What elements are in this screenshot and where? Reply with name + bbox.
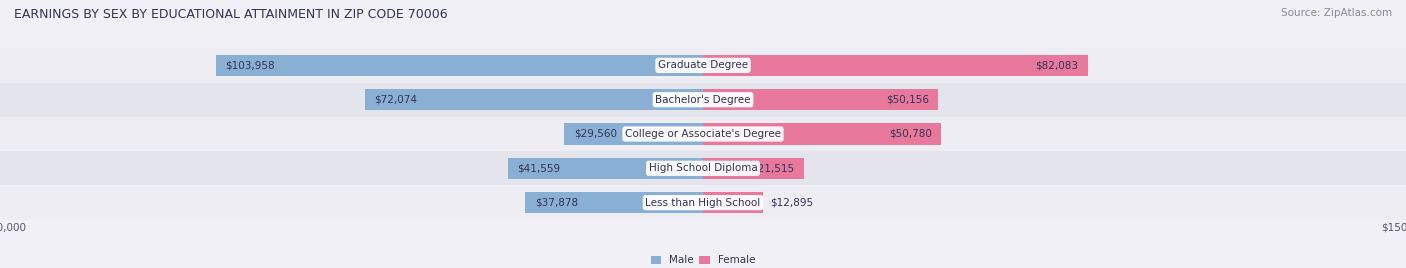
Text: $50,780: $50,780 <box>889 129 932 139</box>
Text: $41,559: $41,559 <box>517 163 561 173</box>
Bar <box>703 192 763 213</box>
Bar <box>0 151 1406 185</box>
Bar <box>0 185 1406 220</box>
Text: $37,878: $37,878 <box>534 198 578 208</box>
Text: $50,156: $50,156 <box>886 95 929 105</box>
Text: $21,515: $21,515 <box>751 163 794 173</box>
Bar <box>703 123 941 145</box>
Bar <box>366 89 703 110</box>
Text: $12,895: $12,895 <box>770 198 814 208</box>
Bar <box>0 117 1406 151</box>
Text: College or Associate's Degree: College or Associate's Degree <box>626 129 780 139</box>
Text: Bachelor's Degree: Bachelor's Degree <box>655 95 751 105</box>
Bar <box>0 48 1406 83</box>
Text: Less than High School: Less than High School <box>645 198 761 208</box>
Text: $72,074: $72,074 <box>374 95 418 105</box>
Text: Source: ZipAtlas.com: Source: ZipAtlas.com <box>1281 8 1392 18</box>
Text: Graduate Degree: Graduate Degree <box>658 60 748 70</box>
Bar <box>703 55 1088 76</box>
Bar <box>703 89 938 110</box>
Bar <box>526 192 703 213</box>
Text: $103,958: $103,958 <box>225 60 274 70</box>
Bar <box>564 123 703 145</box>
Bar <box>0 83 1406 117</box>
Text: High School Diploma: High School Diploma <box>648 163 758 173</box>
Text: $82,083: $82,083 <box>1035 60 1078 70</box>
Text: EARNINGS BY SEX BY EDUCATIONAL ATTAINMENT IN ZIP CODE 70006: EARNINGS BY SEX BY EDUCATIONAL ATTAINMEN… <box>14 8 447 21</box>
Bar <box>703 158 804 179</box>
Bar <box>508 158 703 179</box>
Bar <box>215 55 703 76</box>
Legend: Male, Female: Male, Female <box>647 251 759 268</box>
Text: $29,560: $29,560 <box>574 129 617 139</box>
